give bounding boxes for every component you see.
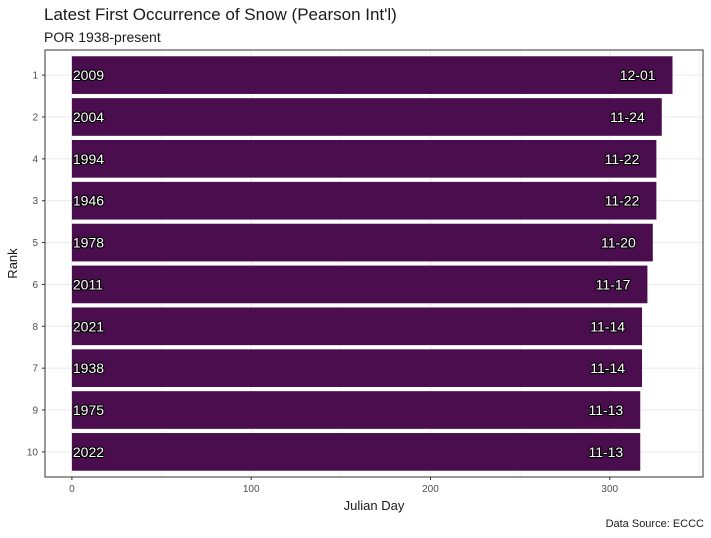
bar [71, 56, 673, 94]
bar-year-label: 1994 [73, 151, 104, 167]
bar-date-label: 11-13 [588, 402, 623, 418]
x-tick-label: 300 [601, 484, 618, 495]
bar-year-label: 2022 [73, 444, 104, 460]
bar-year-label: 1946 [73, 193, 104, 209]
y-tick-label: 7 [32, 364, 38, 375]
bar-year-label: 2011 [73, 276, 103, 292]
y-tick-label: 4 [32, 154, 38, 165]
bar [71, 223, 653, 262]
bar-date-label: 11-20 [601, 235, 636, 251]
bar-date-label: 11-17 [596, 276, 631, 292]
bar-date-label: 11-14 [590, 360, 625, 376]
chart-caption: Data Source: ECCC [605, 518, 704, 530]
bar-year-label: 1938 [73, 360, 104, 376]
y-tick-label: 5 [32, 238, 38, 249]
y-tick-label: 6 [32, 280, 38, 291]
bar [71, 391, 641, 429]
bar [71, 265, 648, 304]
bar-layer [71, 56, 673, 471]
bar-date-label: 11-24 [610, 109, 645, 125]
y-tick-label: 3 [32, 196, 38, 207]
chart-title: Latest First Occurrence of Snow (Pearson… [44, 5, 397, 24]
bar-year-label: 2004 [73, 109, 104, 125]
panel-border [44, 49, 704, 478]
bar-date-label: 12-01 [620, 67, 656, 83]
bar-year-label: 2009 [73, 67, 104, 83]
label-layer: 2009 12-01 2004 11-24 1994 11-22 1946 11-22 1978… [72, 66, 657, 461]
y-tick-label: 2 [32, 112, 38, 123]
y-tick-label: 1 [32, 71, 38, 82]
bar [71, 349, 643, 387]
bar-date-label: 11-14 [590, 318, 625, 334]
bar-date-label: 11-22 [605, 151, 640, 167]
chart-subtitle: POR 1938-present [44, 29, 161, 45]
y-tick-label: 10 [27, 447, 39, 458]
y-axis-title: Rank [5, 248, 20, 279]
bar [71, 181, 657, 220]
bar [71, 433, 641, 471]
bar [71, 307, 643, 346]
y-tick-label: 9 [32, 406, 38, 417]
bar-year-label: 1978 [73, 235, 104, 251]
x-tick-label: 0 [69, 484, 75, 495]
bar-date-label: 11-22 [605, 193, 640, 209]
bar-year-label: 1975 [73, 402, 104, 418]
x-tick-label: 100 [243, 484, 260, 495]
bar [71, 98, 662, 136]
y-tick-label: 8 [32, 322, 38, 333]
x-axis-title: Julian Day [344, 498, 405, 513]
bar-date-label: 11-13 [588, 444, 623, 460]
bar [71, 140, 657, 178]
x-tick-label: 200 [422, 484, 439, 495]
bar-year-label: 2021 [73, 318, 104, 334]
